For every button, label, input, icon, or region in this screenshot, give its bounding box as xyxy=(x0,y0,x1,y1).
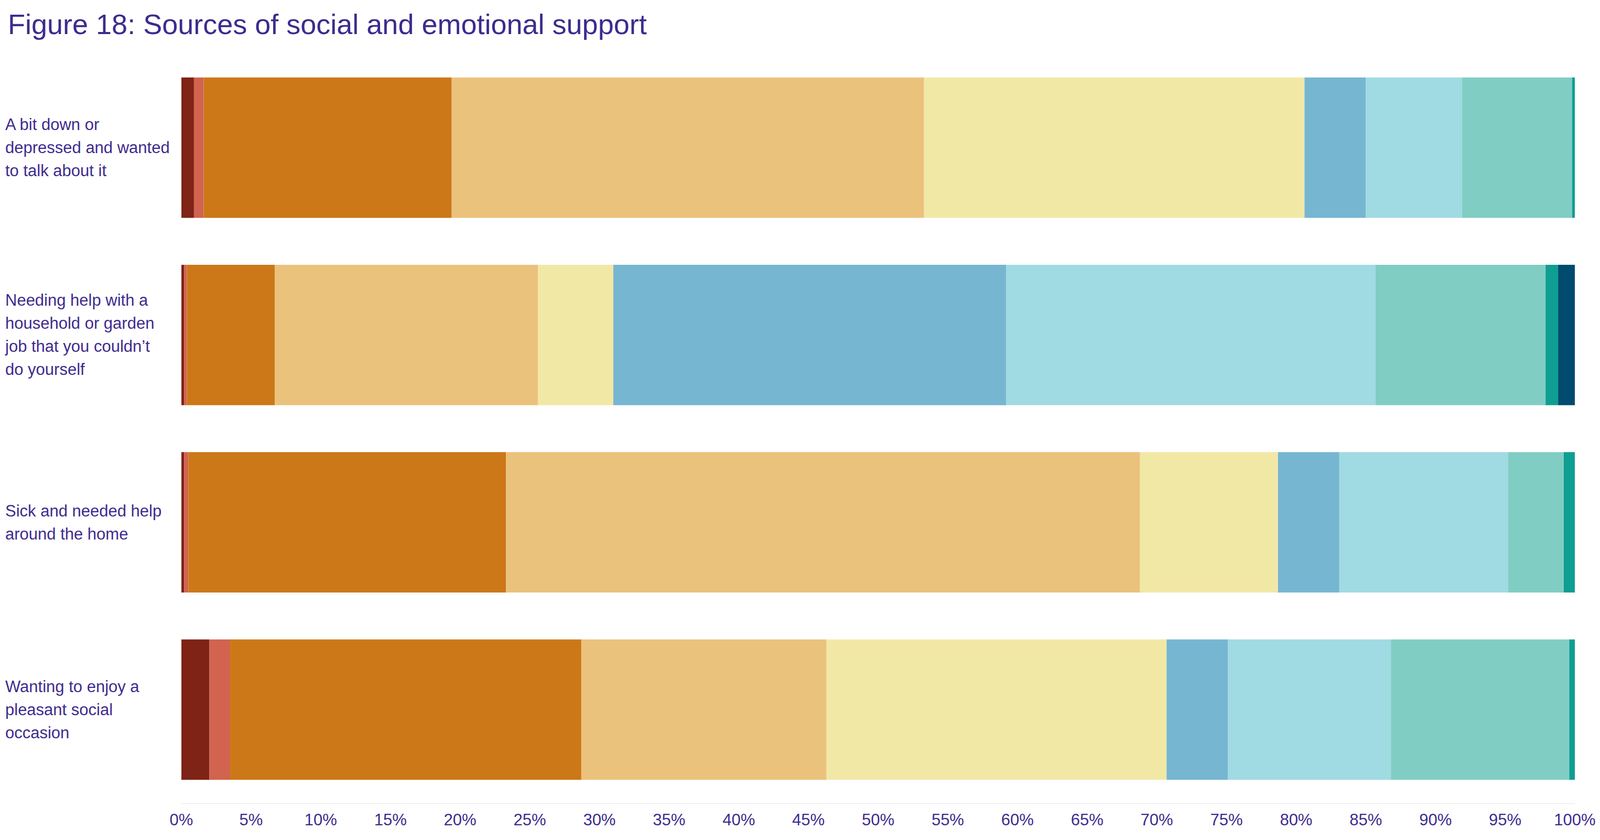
svg-text:5%: 5% xyxy=(239,810,263,829)
svg-text:55%: 55% xyxy=(931,810,965,829)
svg-text:household or garden: household or garden xyxy=(5,314,159,333)
svg-text:25%: 25% xyxy=(513,810,546,829)
svg-text:Needing help with a: Needing help with a xyxy=(5,290,153,310)
svg-text:0%: 0% xyxy=(169,810,194,829)
svg-text:70%: 70% xyxy=(1140,810,1174,829)
svg-text:75%: 75% xyxy=(1209,810,1243,829)
svg-text:80%: 80% xyxy=(1279,810,1313,829)
svg-text:60%: 60% xyxy=(1001,810,1034,829)
svg-text:job that you couldn’t: job that you couldn’t xyxy=(4,337,155,356)
svg-text:90%: 90% xyxy=(1419,810,1452,829)
svg-text:A bit down or: A bit down or xyxy=(5,115,104,134)
svg-text:35%: 35% xyxy=(652,810,686,829)
svg-text:20%: 20% xyxy=(444,810,477,829)
svg-text:to talk about it: to talk about it xyxy=(5,161,107,180)
svg-text:Figure 18: Sources of social a: Figure 18: Sources of social and emotion… xyxy=(7,8,647,40)
svg-text:depressed and wanted: depressed and wanted xyxy=(5,138,175,157)
svg-text:85%: 85% xyxy=(1349,810,1382,829)
svg-text:95%: 95% xyxy=(1488,810,1522,829)
svg-text:10%: 10% xyxy=(304,810,338,829)
svg-text:40%: 40% xyxy=(722,810,755,829)
svg-text:around the home: around the home xyxy=(5,524,128,544)
svg-text:45%: 45% xyxy=(792,810,825,829)
svg-text:Wanting to enjoy a: Wanting to enjoy a xyxy=(5,677,144,696)
svg-text:Sick and needed help: Sick and needed help xyxy=(5,501,167,521)
svg-text:30%: 30% xyxy=(582,810,616,829)
svg-text:occasion: occasion xyxy=(5,723,70,742)
svg-text:do yourself: do yourself xyxy=(5,360,85,379)
svg-text:100%: 100% xyxy=(1553,810,1596,829)
svg-text:pleasant social: pleasant social xyxy=(5,700,118,719)
svg-text:15%: 15% xyxy=(374,810,407,829)
svg-text:50%: 50% xyxy=(861,810,895,829)
svg-text:65%: 65% xyxy=(1071,810,1104,829)
